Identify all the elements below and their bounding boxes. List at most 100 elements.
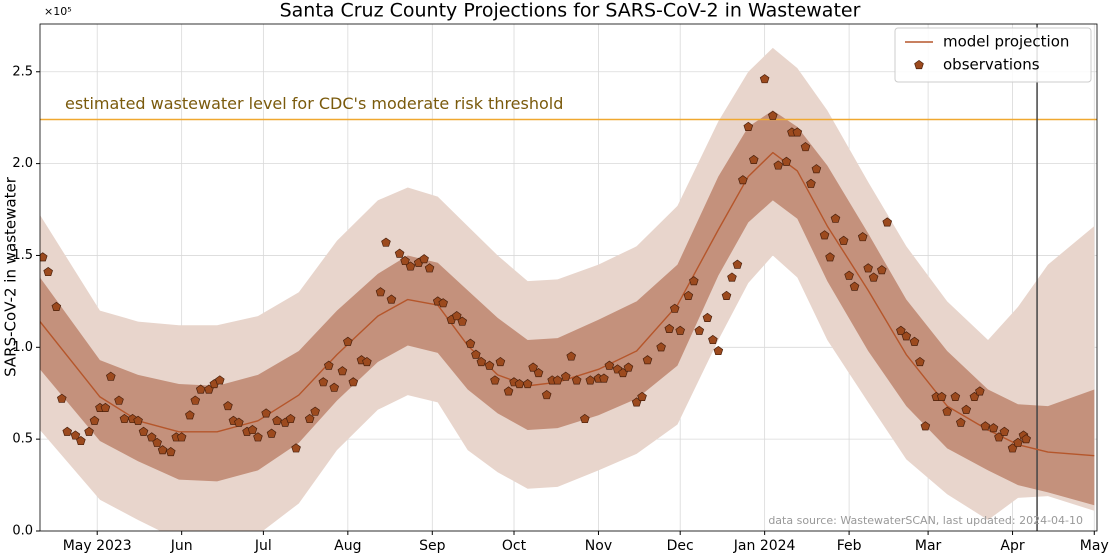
observation-marker (800, 142, 811, 152)
plot-area (40, 24, 1097, 531)
y-tick-label: 2.5 (12, 64, 33, 79)
observation-marker (465, 338, 476, 348)
observation-marker (759, 74, 770, 84)
y-axis-label: SARS-CoV-2 in wastewater (2, 176, 20, 377)
observation-marker (119, 413, 130, 424)
observation-marker (337, 366, 348, 376)
y-offset-label: ×10⁵ (44, 5, 72, 18)
observation-marker (857, 232, 868, 242)
observation-marker (362, 356, 372, 367)
x-tick-label: Feb (837, 538, 862, 554)
legend-box (894, 27, 1092, 83)
observation-marker (552, 375, 563, 385)
axes-frame (39, 23, 1098, 532)
observation-marker (942, 406, 952, 416)
observation-marker (476, 356, 487, 367)
observation-marker (285, 413, 296, 424)
observation-marker (400, 255, 410, 266)
observation-marker (955, 417, 966, 427)
observation-marker (185, 410, 195, 420)
observation-marker (819, 230, 830, 240)
observation-marker (76, 435, 86, 446)
x-tick-label: Jan 2024 (733, 538, 796, 554)
observation-marker (323, 360, 334, 370)
observation-marker (138, 426, 149, 436)
legend: model projection observations (894, 27, 1092, 83)
observation-marker (57, 393, 67, 403)
observation-marker (694, 325, 705, 335)
observation-marker (580, 413, 590, 424)
observation-marker (272, 415, 282, 425)
observation-marker (495, 356, 506, 367)
observation-marker (876, 265, 887, 275)
observation-marker (896, 325, 906, 335)
observation-marker (669, 303, 680, 313)
observation-marker (253, 432, 263, 442)
model-line (40, 151, 1095, 457)
observation-marker (424, 263, 435, 273)
observation-marker (566, 351, 577, 361)
observation-marker (106, 371, 116, 381)
observation-marker (849, 281, 860, 291)
observation-marker (689, 276, 699, 286)
observation-marker (100, 402, 111, 412)
observation-marker (375, 287, 386, 297)
x-tick-label: Apr (1000, 538, 1024, 554)
observation-marker (190, 395, 201, 405)
legend-label: model projection (943, 33, 1069, 51)
observation-marker (419, 254, 429, 264)
observation-marker (901, 331, 912, 341)
observation-marker (675, 325, 685, 335)
observation-marker (114, 395, 124, 405)
observation-marker (234, 417, 244, 427)
observation-marker (732, 259, 743, 269)
observation-marker (457, 316, 468, 326)
observation-marker (637, 391, 647, 401)
observation-marker (343, 336, 353, 346)
observation-marker (988, 423, 999, 433)
threshold-label: estimated wastewater level for CDC's mod… (65, 94, 563, 113)
observation-marker (560, 371, 571, 381)
observation-marker (585, 375, 596, 385)
observation-marker (980, 421, 991, 431)
observation-marker (528, 362, 538, 372)
observation-marker (936, 391, 947, 401)
observation-marker (738, 175, 748, 185)
axes: 0.0 0.5 1.0 1.5 2.0 2.5 May 2023 Jun Jul Aug Sep Oc… (12, 64, 1108, 554)
observation-marker (484, 360, 495, 370)
observation-marker (165, 446, 176, 457)
x-tick-label: Sep (419, 538, 446, 554)
observation-marker (438, 298, 448, 308)
x-tick-label: May 2023 (63, 538, 132, 554)
observation-marker (386, 294, 397, 304)
observation-marker (909, 336, 920, 346)
observation-marker (261, 408, 271, 418)
observation-marker (713, 345, 724, 356)
observation-marker (514, 379, 525, 389)
observation-marker (195, 384, 206, 394)
observation-marker (381, 237, 391, 247)
x-tick-label: Mar (915, 538, 942, 554)
observation-marker (975, 386, 985, 396)
observation-marker (868, 272, 879, 282)
observation-marker (623, 362, 634, 372)
x-tick-label: Oct (502, 538, 527, 554)
observation-marker (961, 404, 972, 414)
observation-marker (84, 426, 94, 436)
observation-marker (522, 379, 533, 389)
observation-marker (40, 252, 48, 262)
observation-marker (541, 390, 552, 400)
observation-marker (405, 261, 416, 271)
observation-marker (157, 445, 168, 455)
x-tick-label: Aug (334, 538, 361, 554)
observation-marker (51, 301, 62, 311)
y-tick-label: 1.0 (12, 340, 33, 355)
observation-marker (176, 432, 187, 442)
observation-marker (743, 121, 754, 131)
observation-marker (318, 377, 329, 387)
observation-marker (490, 375, 500, 385)
observation-marker (452, 311, 462, 321)
observation-marker (571, 375, 582, 385)
observation-marker (830, 213, 841, 223)
confidence-band (40, 110, 1095, 506)
